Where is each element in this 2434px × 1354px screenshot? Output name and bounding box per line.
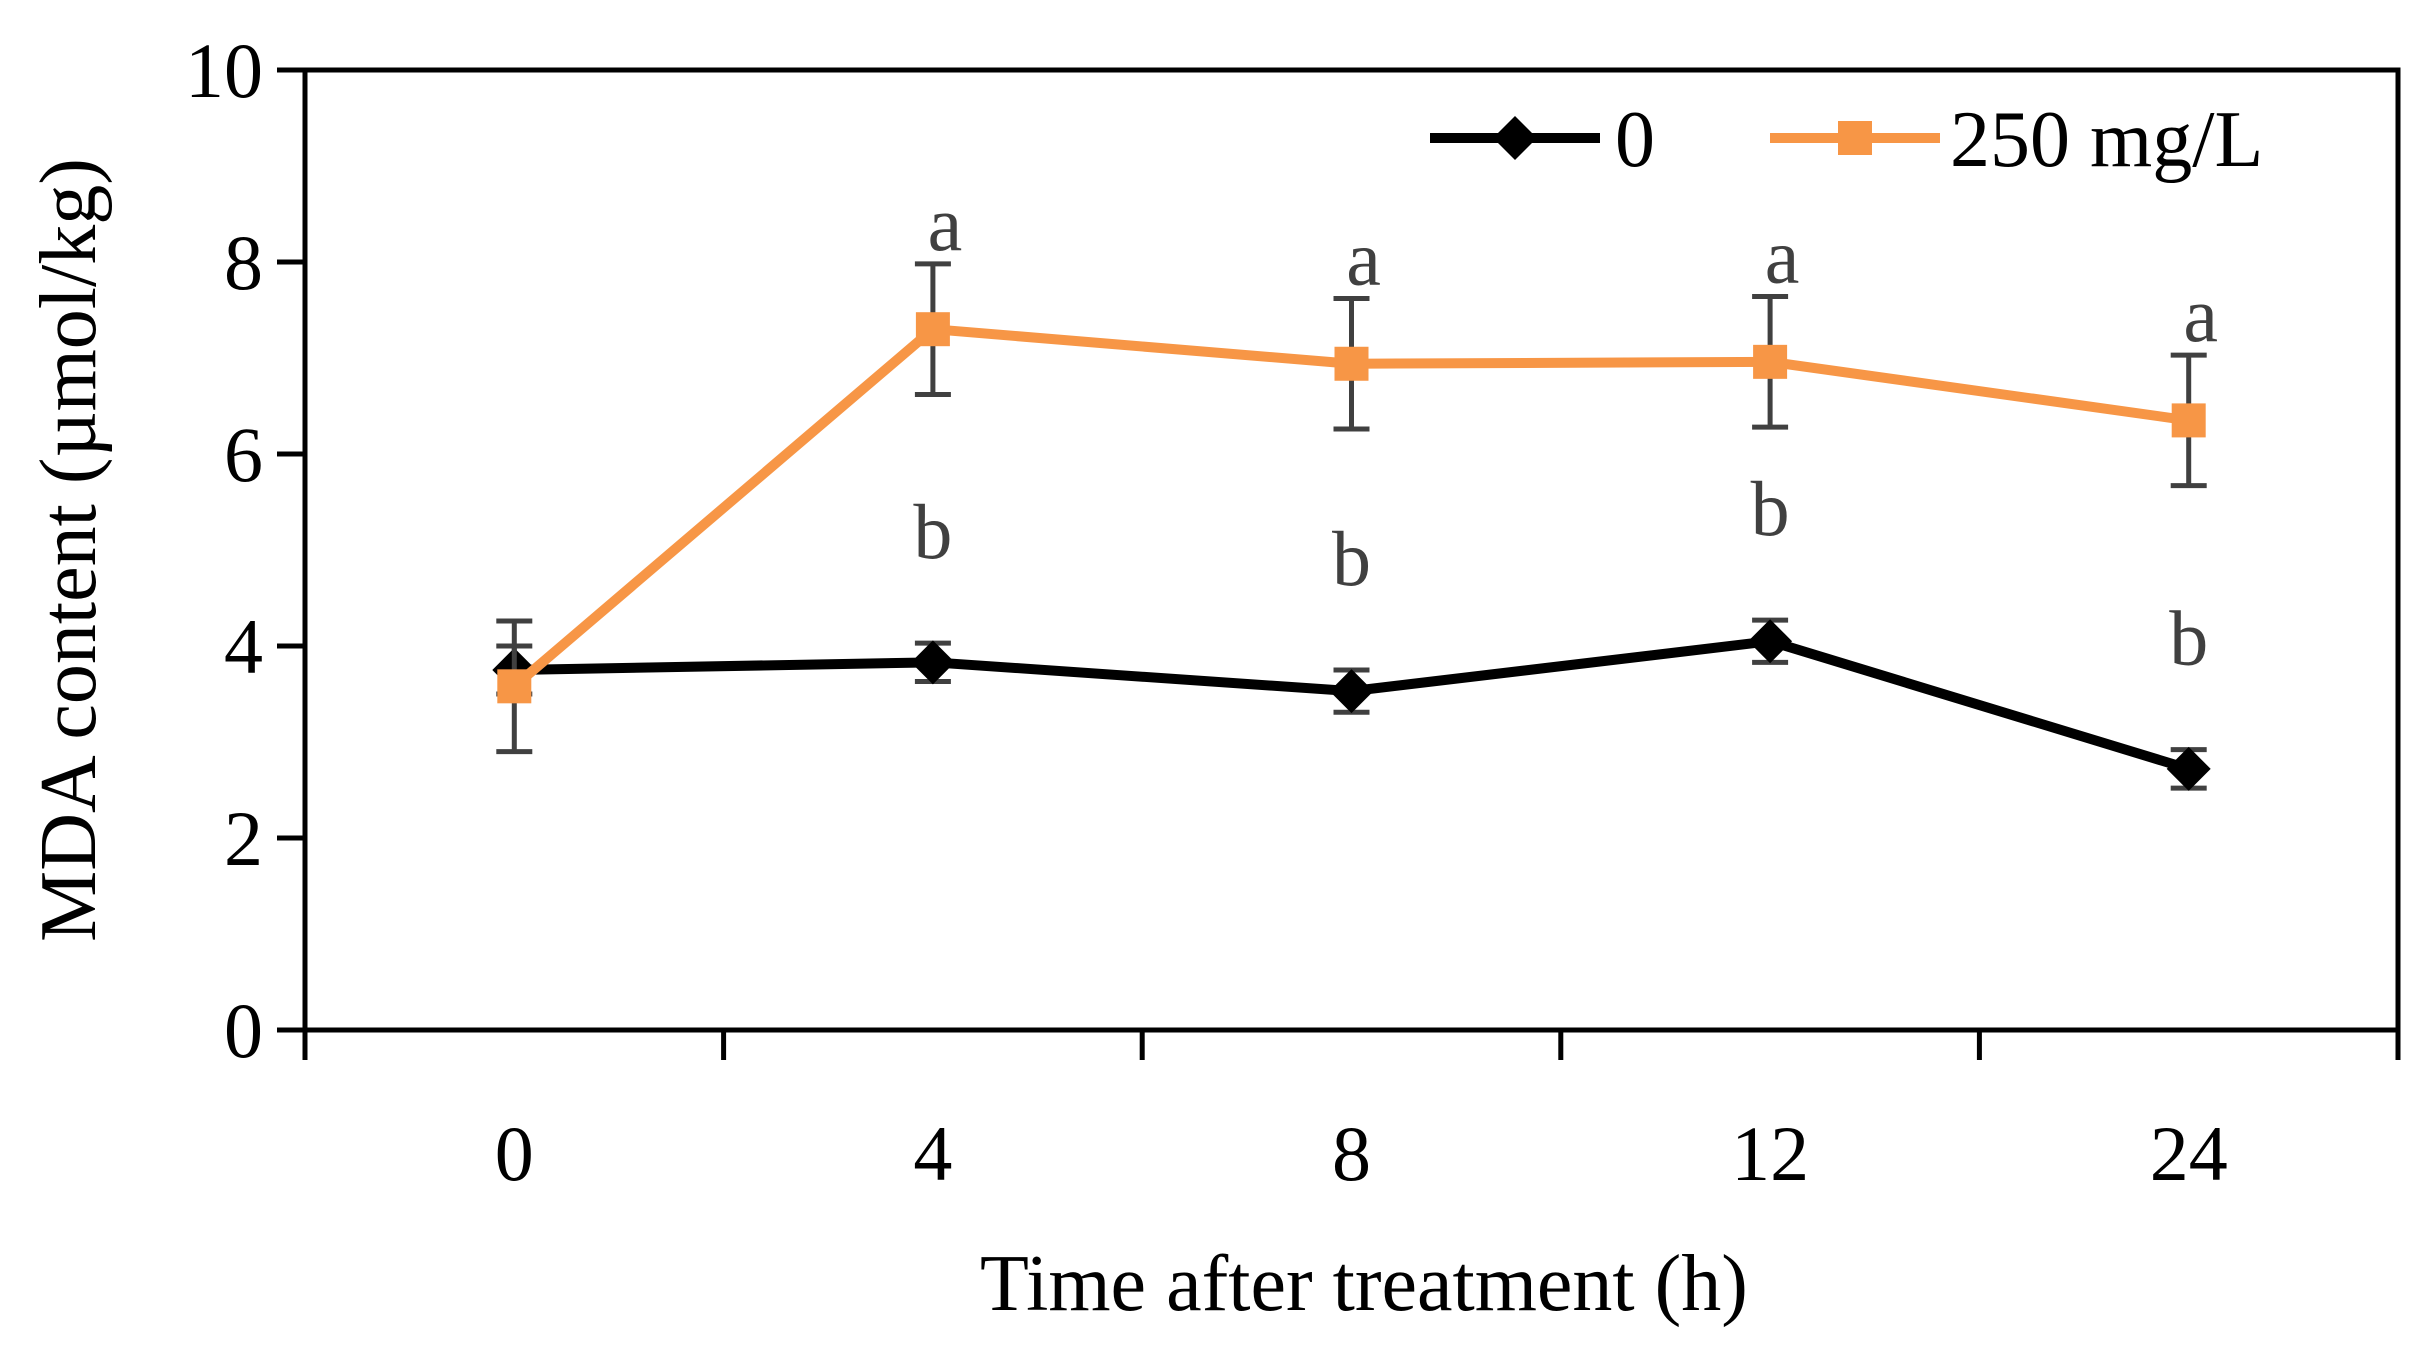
y-tick-label: 10: [185, 27, 263, 114]
legend-label: 0: [1615, 96, 1655, 184]
data-point: [910, 640, 955, 685]
y-tick-label: 8: [224, 219, 263, 306]
significance-letter: b: [1751, 465, 1790, 552]
legend-item-0: 0: [1430, 96, 1655, 184]
x-tick-label: 0: [495, 1110, 534, 1197]
data-point: [2166, 746, 2211, 791]
x-tick-label: 12: [1731, 1110, 1809, 1197]
legend-marker: [1838, 121, 1872, 155]
y-tick-label: 0: [224, 987, 263, 1074]
y-tick-label: 2: [224, 795, 263, 882]
significance-letter: a: [1346, 214, 1381, 301]
plot-frame: [302, 67, 2401, 1033]
series-0: [492, 617, 2211, 791]
y-tick-label: 4: [224, 603, 263, 690]
data-point: [497, 669, 532, 704]
x-tick-label: 24: [2150, 1110, 2228, 1197]
data-point: [1334, 346, 1369, 381]
significance-letter: a: [2183, 271, 2218, 358]
y-ticks: 0 2 4 6 8 10: [185, 27, 305, 1074]
data-point: [1753, 344, 1788, 379]
x-tick-label: 8: [1332, 1110, 1371, 1197]
x-axis-title: Time after treatment (h): [980, 1240, 1748, 1328]
legend: 0 250 mg/L: [1430, 96, 2263, 184]
significance-letter: b: [1332, 515, 1371, 602]
x-tick-label: 4: [913, 1110, 952, 1197]
data-point: [1748, 619, 1793, 664]
axes: [302, 67, 2401, 1033]
significance-letter: b: [2169, 595, 2208, 682]
series: [492, 261, 2211, 791]
legend-marker: [1493, 116, 1537, 160]
y-axis-title: MDA content (µmol/kg): [25, 158, 113, 942]
x-ticks: 0 4 8 12 24: [302, 1030, 2401, 1197]
data-point: [2171, 403, 2206, 438]
data-point: [1329, 669, 1374, 714]
significance-letter: b: [913, 488, 952, 575]
legend-label: 250 mg/L: [1950, 96, 2263, 184]
significance-letter: a: [928, 180, 963, 267]
significance-letters: b b b b a a a a: [913, 180, 2218, 682]
series-1: [496, 261, 2207, 755]
significance-letter: a: [1765, 213, 1800, 300]
data-point: [915, 312, 950, 347]
y-tick-label: 6: [224, 411, 263, 498]
legend-item-1: 250 mg/L: [1770, 96, 2263, 184]
